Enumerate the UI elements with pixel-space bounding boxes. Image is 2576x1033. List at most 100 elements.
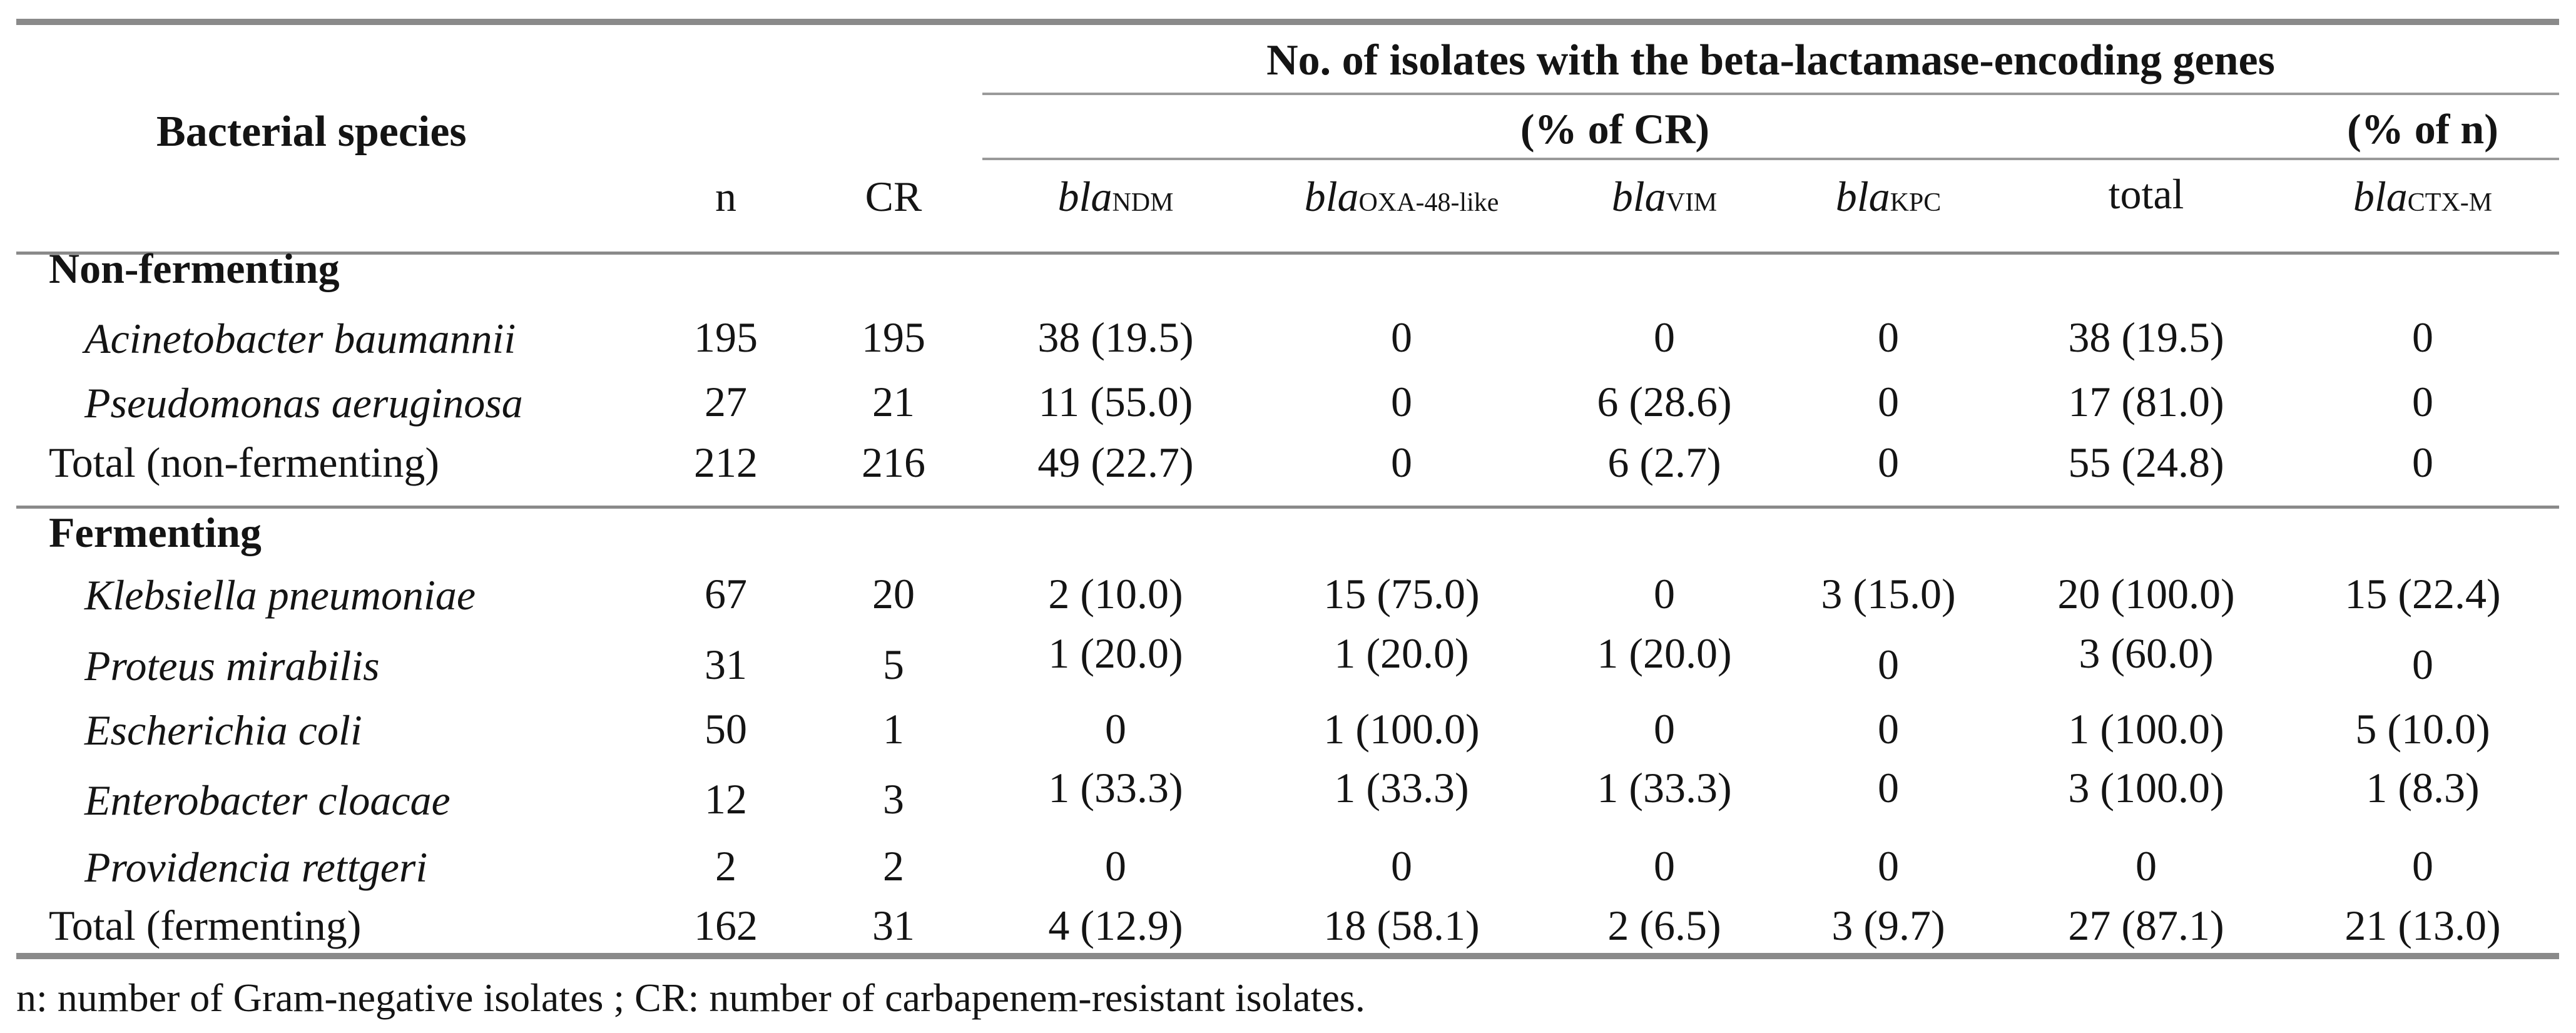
total-value: 17 (81.0) <box>2068 378 2224 425</box>
oxa-value: 1 (33.3) <box>1334 764 1469 812</box>
table-bottom-rule <box>16 953 2559 959</box>
section-title: Non-fermenting <box>49 245 340 292</box>
header-gene-ndm: blaNDM <box>1057 173 1174 220</box>
cr-value: 1 <box>883 705 904 753</box>
cr-value: 20 <box>872 570 915 618</box>
species-name: Enterobacter cloacae <box>84 776 451 824</box>
species-name: Pseudomonas aeruginosa <box>84 379 523 427</box>
ndm-value: 49 (22.7) <box>1037 439 1194 486</box>
total-value: 0 <box>2136 842 2157 890</box>
vim-value: 1 (33.3) <box>1597 764 1732 812</box>
species-name: Klebsiella pneumoniae <box>84 571 476 619</box>
oxa-value: 0 <box>1391 378 1412 425</box>
total-label: Total (non-fermenting) <box>49 439 440 486</box>
header-gene-kpc: blaKPC <box>1835 173 1942 220</box>
oxa-value: 1 (20.0) <box>1334 629 1469 677</box>
cr-value: 3 <box>883 775 904 823</box>
kpc-value: 0 <box>1878 705 1899 753</box>
vim-value: 0 <box>1654 570 1675 618</box>
ctx-value: 1 (8.3) <box>2366 764 2480 812</box>
ndm-value: 0 <box>1105 705 1126 753</box>
ndm-value: 38 (19.5) <box>1037 313 1194 361</box>
oxa-value: 18 (58.1) <box>1323 902 1480 949</box>
cr-value: 216 <box>862 439 925 486</box>
kpc-value: 0 <box>1878 439 1899 486</box>
total-value: 20 (100.0) <box>2057 570 2235 618</box>
cr-value: 195 <box>862 313 925 361</box>
n-value: 67 <box>705 570 747 618</box>
cr-value: 21 <box>872 378 915 425</box>
n-value: 212 <box>694 439 758 486</box>
vim-value: 0 <box>1654 705 1675 753</box>
kpc-value: 3 (15.0) <box>1821 570 1956 618</box>
vim-value: 2 (6.5) <box>1607 902 1721 949</box>
species-name: Proteus mirabilis <box>84 642 380 690</box>
table-top-rule <box>16 19 2559 25</box>
ctx-value: 0 <box>2412 313 2433 361</box>
header-n: n <box>715 173 736 220</box>
total-label: Total (fermenting) <box>49 902 362 949</box>
total-value: 3 (60.0) <box>2079 629 2214 677</box>
kpc-value: 0 <box>1878 641 1899 688</box>
header-group-title: No. of isolates with the beta-lactamase-… <box>1266 36 2275 84</box>
kpc-value: 0 <box>1878 764 1899 812</box>
oxa-value: 0 <box>1391 439 1412 486</box>
group-header-rule <box>982 93 2559 95</box>
ctx-value: 5 (10.0) <box>2355 705 2490 753</box>
n-value: 27 <box>705 378 747 425</box>
n-value: 2 <box>715 842 736 890</box>
ndm-value: 4 (12.9) <box>1048 902 1183 949</box>
total-value: 38 (19.5) <box>2068 313 2224 361</box>
total-value: 55 (24.8) <box>2068 439 2224 486</box>
n-value: 195 <box>694 313 758 361</box>
ndm-value: 1 (20.0) <box>1048 629 1183 677</box>
oxa-value: 0 <box>1391 313 1412 361</box>
vim-value: 6 (28.6) <box>1597 378 1732 425</box>
header-cr: CR <box>865 173 922 220</box>
n-value: 162 <box>694 902 758 949</box>
n-value: 12 <box>705 775 747 823</box>
table-footnote: n: number of Gram-negative isolates ; CR… <box>16 975 1365 1020</box>
cr-value: 31 <box>872 902 915 949</box>
section-title: Fermenting <box>49 509 262 556</box>
ctx-value: 0 <box>2412 378 2433 425</box>
kpc-value: 3 (9.7) <box>1831 902 1945 949</box>
header-bottom-rule <box>16 252 2559 255</box>
species-name: Acinetobacter baumannii <box>84 315 516 362</box>
ndm-value: 1 (33.3) <box>1048 764 1183 812</box>
kpc-value: 0 <box>1878 842 1899 890</box>
header-pct-cr: (% of CR) <box>1520 105 1710 153</box>
oxa-value: 0 <box>1391 842 1412 890</box>
section-separator-rule <box>16 506 2559 509</box>
header-total: total <box>2108 170 2184 218</box>
ctx-value: 0 <box>2412 641 2433 688</box>
n-value: 50 <box>705 705 747 753</box>
cr-value: 5 <box>883 641 904 688</box>
vim-value: 0 <box>1654 313 1675 361</box>
ctx-value: 15 (22.4) <box>2344 570 2501 618</box>
ndm-value: 11 (55.0) <box>1038 378 1193 425</box>
total-value: 27 (87.1) <box>2068 902 2224 949</box>
total-value: 1 (100.0) <box>2068 705 2224 753</box>
kpc-value: 0 <box>1878 313 1899 361</box>
n-value: 31 <box>705 641 747 688</box>
vim-value: 1 (20.0) <box>1597 629 1732 677</box>
ctx-value: 0 <box>2412 842 2433 890</box>
subgroup-header-rule <box>982 158 2559 160</box>
vim-value: 6 (2.7) <box>1607 439 1721 486</box>
header-pct-n: (% of n) <box>2347 105 2498 153</box>
species-name: Escherichia coli <box>84 706 362 754</box>
species-name: Providencia rettgeri <box>84 843 428 891</box>
ndm-value: 2 (10.0) <box>1048 570 1183 618</box>
header-gene-vim: blaVIM <box>1611 173 1718 220</box>
cr-value: 2 <box>883 842 904 890</box>
oxa-value: 15 (75.0) <box>1323 570 1480 618</box>
total-value: 3 (100.0) <box>2068 764 2224 812</box>
header-gene-oxa: blaOXA-48-like <box>1304 173 1499 220</box>
oxa-value: 1 (100.0) <box>1323 705 1480 753</box>
header-bacterial-species: Bacterial species <box>156 108 467 156</box>
ndm-value: 0 <box>1105 842 1126 890</box>
ctx-value: 0 <box>2412 439 2433 486</box>
ctx-value: 21 (13.0) <box>2344 902 2501 949</box>
